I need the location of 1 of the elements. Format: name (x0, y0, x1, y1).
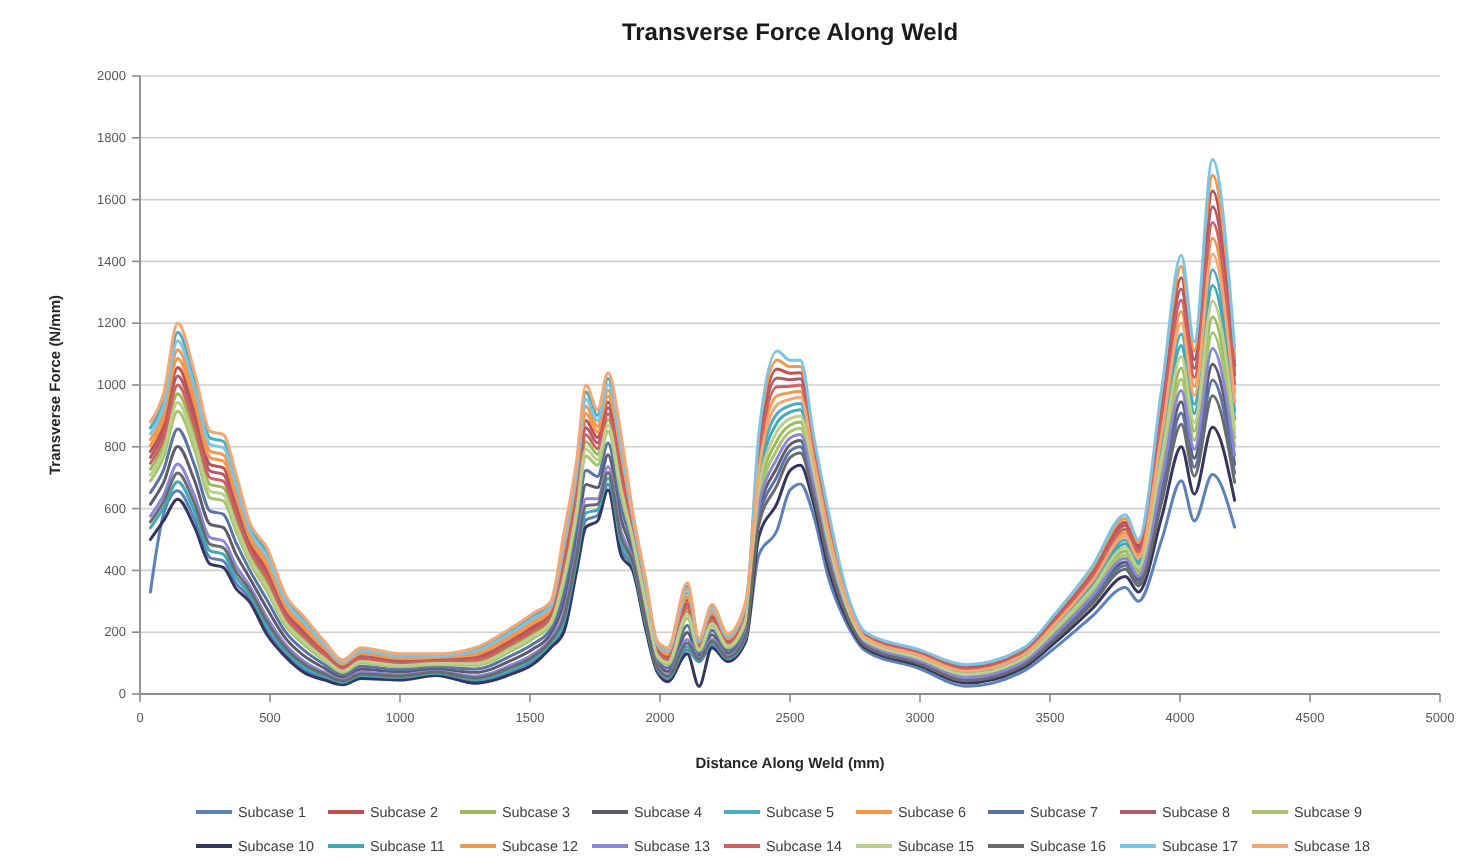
chart-title: Transverse Force Along Weld (621, 18, 959, 46)
